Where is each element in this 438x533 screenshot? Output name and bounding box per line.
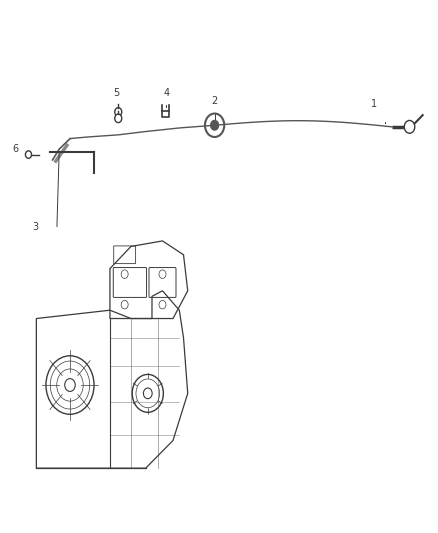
Text: 3: 3	[32, 222, 38, 231]
Text: 1: 1	[371, 99, 378, 109]
Circle shape	[211, 120, 219, 130]
Circle shape	[25, 151, 32, 158]
Text: 2: 2	[212, 96, 218, 106]
Text: 5: 5	[113, 88, 119, 98]
Circle shape	[115, 108, 122, 116]
Circle shape	[404, 120, 415, 133]
Text: 6: 6	[12, 144, 18, 154]
Circle shape	[115, 114, 122, 123]
Text: 4: 4	[163, 88, 170, 98]
